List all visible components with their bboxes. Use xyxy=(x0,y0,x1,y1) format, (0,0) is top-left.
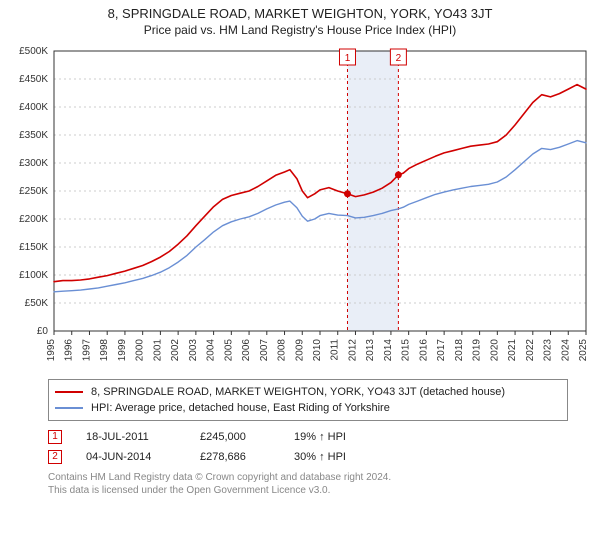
sale-row-1: 1 18-JUL-2011 £245,000 19% ↑ HPI xyxy=(48,427,592,447)
svg-text:£250K: £250K xyxy=(19,186,48,197)
svg-text:£500K: £500K xyxy=(19,46,48,57)
line-chart-svg: £0 £50K £100K £150K £200K £250K £300K £350K £400… xyxy=(8,43,592,373)
svg-text:£450K: £450K xyxy=(19,74,48,85)
attribution-line2: This data is licensed under the Open Gov… xyxy=(48,484,592,497)
svg-text:2009: 2009 xyxy=(294,339,305,362)
legend-row-series2: HPI: Average price, detached house, East… xyxy=(55,400,561,416)
sale-date-1: 18-JUL-2011 xyxy=(86,427,176,447)
svg-text:2015: 2015 xyxy=(401,339,412,362)
svg-text:2025: 2025 xyxy=(578,339,589,362)
svg-text:2001: 2001 xyxy=(152,339,163,362)
svg-text:2024: 2024 xyxy=(560,339,571,362)
svg-text:£50K: £50K xyxy=(25,298,49,309)
svg-text:2002: 2002 xyxy=(170,339,181,362)
sale-price-1: £245,000 xyxy=(200,427,270,447)
svg-text:2019: 2019 xyxy=(472,339,483,362)
sale-marker-1: 1 xyxy=(48,430,62,444)
sale-price-2: £278,686 xyxy=(200,447,270,467)
svg-text:2: 2 xyxy=(396,53,402,64)
legend-swatch-series2 xyxy=(55,407,83,409)
svg-text:2007: 2007 xyxy=(259,339,270,362)
svg-text:2010: 2010 xyxy=(312,339,323,362)
chart-title: 8, SPRINGDALE ROAD, MARKET WEIGHTON, YOR… xyxy=(8,6,592,21)
svg-text:2017: 2017 xyxy=(436,339,447,362)
legend-row-series1: 8, SPRINGDALE ROAD, MARKET WEIGHTON, YOR… xyxy=(55,384,561,400)
svg-text:£150K: £150K xyxy=(19,242,48,253)
svg-text:£300K: £300K xyxy=(19,158,48,169)
svg-text:2005: 2005 xyxy=(223,339,234,362)
attribution: Contains HM Land Registry data © Crown c… xyxy=(48,471,592,497)
legend-label-series2: HPI: Average price, detached house, East… xyxy=(91,400,390,416)
chart-area: £0 £50K £100K £150K £200K £250K £300K £350K £400… xyxy=(8,43,592,373)
svg-text:2013: 2013 xyxy=(365,339,376,362)
svg-text:2000: 2000 xyxy=(135,339,146,362)
sale-hpi-2: 30% ↑ HPI xyxy=(294,447,384,467)
svg-text:£400K: £400K xyxy=(19,102,48,113)
svg-text:1: 1 xyxy=(345,53,351,64)
svg-text:2004: 2004 xyxy=(206,339,217,362)
svg-text:2014: 2014 xyxy=(383,339,394,362)
legend-swatch-series1 xyxy=(55,391,83,393)
svg-text:2016: 2016 xyxy=(418,339,429,362)
svg-text:1996: 1996 xyxy=(64,339,75,362)
sales-table: 1 18-JUL-2011 £245,000 19% ↑ HPI 2 04-JU… xyxy=(48,427,592,467)
sale-row-2: 2 04-JUN-2014 £278,686 30% ↑ HPI xyxy=(48,447,592,467)
sale-marker-2: 2 xyxy=(48,450,62,464)
svg-text:2018: 2018 xyxy=(454,339,465,362)
svg-text:1998: 1998 xyxy=(99,339,110,362)
svg-text:1995: 1995 xyxy=(46,339,57,362)
svg-text:2021: 2021 xyxy=(507,339,518,362)
sale-hpi-1: 19% ↑ HPI xyxy=(294,427,384,447)
svg-text:2003: 2003 xyxy=(188,339,199,362)
svg-text:£0: £0 xyxy=(37,326,49,337)
chart-subtitle: Price paid vs. HM Land Registry's House … xyxy=(8,23,592,37)
attribution-line1: Contains HM Land Registry data © Crown c… xyxy=(48,471,592,484)
svg-text:2011: 2011 xyxy=(330,339,341,361)
svg-text:£100K: £100K xyxy=(19,270,48,281)
svg-text:£200K: £200K xyxy=(19,214,48,225)
svg-text:2006: 2006 xyxy=(241,339,252,362)
svg-text:2023: 2023 xyxy=(543,339,554,362)
sale-date-2: 04-JUN-2014 xyxy=(86,447,176,467)
svg-text:£350K: £350K xyxy=(19,130,48,141)
legend-label-series1: 8, SPRINGDALE ROAD, MARKET WEIGHTON, YOR… xyxy=(91,384,505,400)
svg-text:1999: 1999 xyxy=(117,339,128,362)
svg-text:1997: 1997 xyxy=(81,339,92,362)
svg-text:2020: 2020 xyxy=(489,339,500,362)
svg-text:2022: 2022 xyxy=(525,339,536,362)
svg-text:2012: 2012 xyxy=(347,339,358,362)
chart-container: 8, SPRINGDALE ROAD, MARKET WEIGHTON, YOR… xyxy=(0,0,600,501)
legend-box: 8, SPRINGDALE ROAD, MARKET WEIGHTON, YOR… xyxy=(48,379,568,421)
svg-text:2008: 2008 xyxy=(277,339,288,362)
